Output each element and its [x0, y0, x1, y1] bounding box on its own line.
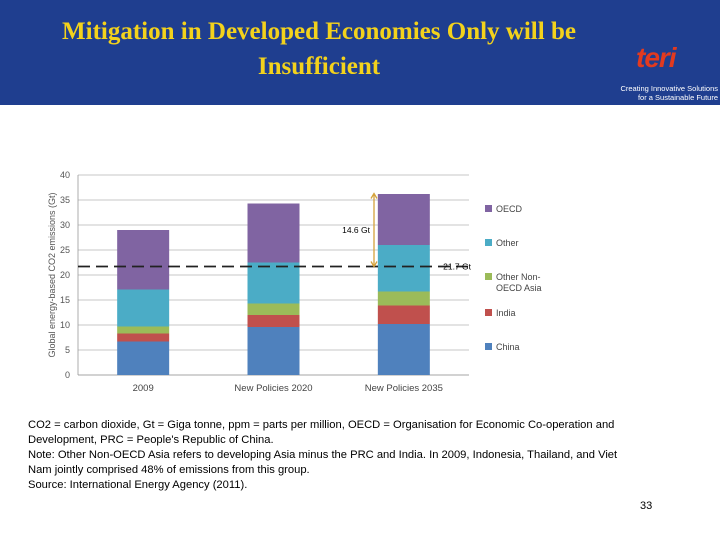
bar-other-non-oecd-asia-1: [247, 303, 300, 315]
teri-logo: teri Creating Innovative Solutions for a…: [606, 42, 718, 102]
legend-label-oecd: OECD: [496, 204, 523, 214]
bar-india-0: [117, 333, 170, 342]
legend-swatch-china: [485, 343, 492, 350]
legend-swatch-other: [485, 239, 492, 246]
reference-line-label: 21.7 Gt: [443, 262, 472, 272]
annotation-arrow-head-bottom: [370, 261, 378, 268]
legend-swatch-oecd: [485, 205, 492, 212]
bar-china-0: [117, 341, 170, 375]
legend-swatch-india: [485, 309, 492, 316]
y-tick-10: 10: [60, 320, 70, 330]
bar-oecd-2: [377, 194, 430, 245]
y-axis-label: Global energy-based CO2 emissions (Gt): [47, 192, 57, 357]
bar-other-0: [117, 289, 170, 327]
x-tick-2: New Policies 2035: [365, 383, 443, 394]
bar-oecd-1: [247, 203, 300, 263]
bar-india-2: [377, 305, 430, 324]
note-line-5: Source: International Energy Agency (201…: [28, 479, 248, 491]
note-line-3: Note: Other Non-OECD Asia refers to deve…: [28, 449, 618, 461]
legend-label-china: China: [496, 342, 520, 352]
logo-wordmark: teri: [636, 42, 677, 73]
y-tick-20: 20: [60, 270, 70, 280]
legend-label-other-non-oecd-asia-2: OECD Asia: [496, 283, 542, 293]
logo-tagline-line-2: for a Sustainable Future: [637, 93, 718, 102]
bar-oecd-0: [117, 230, 170, 290]
bar-china-2: [377, 324, 430, 375]
legend-label-other: Other: [496, 238, 519, 248]
slide-title: Mitigation in Developed Economies Only w…: [62, 18, 576, 80]
annotation-arrow-head-top: [370, 192, 378, 199]
y-tick-40: 40: [60, 170, 70, 180]
x-tick-1: New Policies 2020: [234, 383, 312, 394]
bar-other-2: [377, 245, 430, 292]
note-line-1: CO2 = carbon dioxide, Gt = Giga tonne, p…: [28, 419, 615, 431]
bar-china-1: [247, 327, 300, 375]
note-line-2: Development, PRC = People's Republic of …: [28, 434, 274, 446]
y-tick-35: 35: [60, 195, 70, 205]
logo-tagline-line-1: Creating Innovative Solutions: [620, 84, 718, 93]
legend-label-india: India: [496, 308, 516, 318]
bar-other-non-oecd-asia-0: [117, 326, 170, 334]
emissions-chart: 0 5 10 15 20 25 30 35 40 Global energy-based CO2 …: [47, 170, 542, 394]
y-tick-0: 0: [65, 370, 70, 380]
header-banner: [0, 0, 720, 105]
x-tick-0: 2009: [133, 383, 154, 394]
y-tick-5: 5: [65, 345, 70, 355]
legend-swatch-other-non-oecd-asia: [485, 273, 492, 280]
bar-other-1: [247, 262, 300, 304]
annotation-label: 14.6 Gt: [342, 225, 371, 235]
note-line-4: Nam jointly comprised 48% of emissions f…: [28, 464, 310, 476]
logo-tagline: Creating Innovative Solutions for a Sust…: [610, 84, 718, 102]
slide-notes: CO2 = carbon dioxide, Gt = Giga tonne, p…: [28, 418, 678, 493]
bar-other-non-oecd-asia-2: [377, 291, 430, 306]
y-tick-15: 15: [60, 295, 70, 305]
bar-india-1: [247, 315, 300, 327]
y-tick-25: 25: [60, 245, 70, 255]
page-number: 33: [640, 500, 653, 512]
legend-label-other-non-oecd-asia-1: Other Non-: [496, 272, 541, 282]
y-tick-30: 30: [60, 220, 70, 230]
